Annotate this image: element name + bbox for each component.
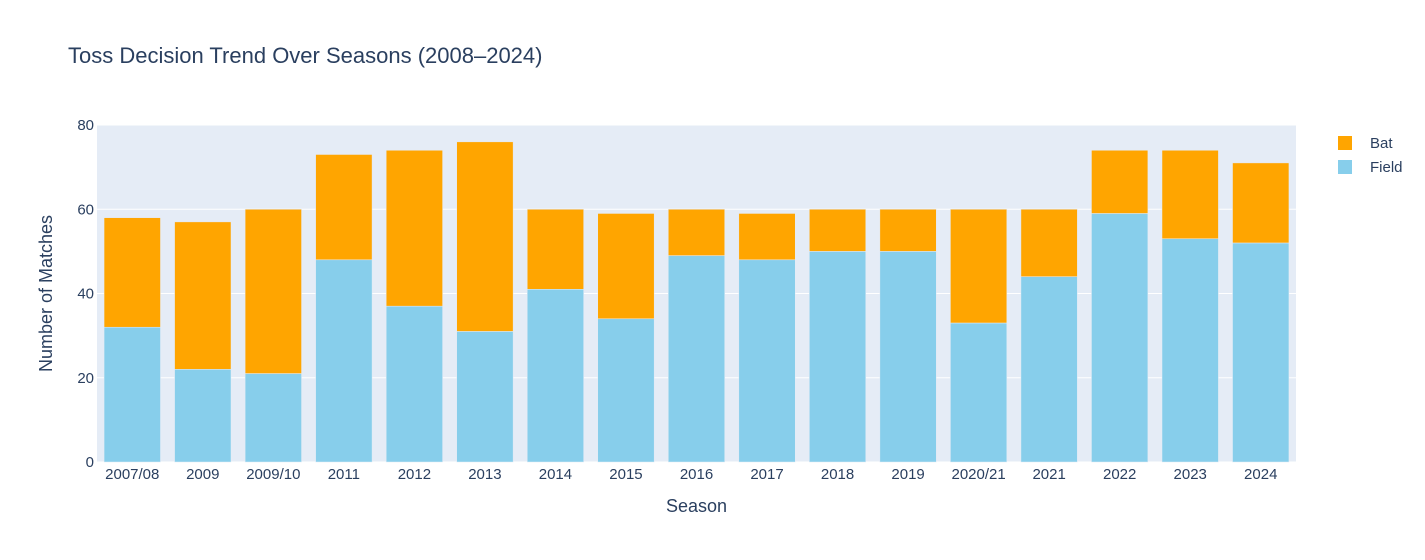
bar-bat-2009-10 bbox=[244, 209, 302, 374]
y-tick-label: 0 bbox=[86, 454, 94, 471]
x-tick-label: 2015 bbox=[609, 466, 642, 483]
bar-bat-2022 bbox=[1091, 150, 1149, 214]
y-tick-label: 40 bbox=[77, 286, 94, 303]
bar-bat-2017 bbox=[738, 213, 796, 261]
bar-bat-2012 bbox=[385, 150, 443, 307]
legend-label-field: Field bbox=[1370, 159, 1403, 176]
bar-bat-2007-08 bbox=[103, 217, 161, 328]
x-tick-label: 2012 bbox=[398, 466, 431, 483]
bar-field-2014 bbox=[526, 289, 584, 463]
x-tick-label: 2007/08 bbox=[105, 466, 159, 483]
bar-field-2023 bbox=[1161, 238, 1219, 463]
bar-field-2017 bbox=[738, 259, 796, 463]
bar-bat-2009 bbox=[174, 221, 232, 370]
legend-swatch-bat bbox=[1338, 136, 1352, 150]
bar-field-2020-21 bbox=[950, 322, 1008, 463]
chart-title: Toss Decision Trend Over Seasons (2008–2… bbox=[68, 43, 542, 68]
bar-field-2018 bbox=[809, 251, 867, 463]
x-tick-label: 2011 bbox=[328, 466, 360, 483]
bar-bat-2021 bbox=[1020, 209, 1078, 277]
bar-field-2009-10 bbox=[244, 373, 302, 463]
bar-bat-2011 bbox=[315, 154, 373, 261]
x-tick-label: 2021 bbox=[1032, 466, 1065, 483]
x-axis-title: Season bbox=[666, 496, 727, 516]
bar-bat-2014 bbox=[526, 209, 584, 290]
x-tick-label: 2013 bbox=[468, 466, 501, 483]
bars bbox=[103, 141, 1290, 463]
bar-field-2013 bbox=[456, 331, 514, 463]
x-axis-ticks: 2007/08 2009 2009/10 2011 2012 2013 2014 2015 20… bbox=[105, 466, 1277, 483]
bar-bat-2013 bbox=[456, 141, 514, 332]
x-tick-label: 2009/10 bbox=[246, 466, 300, 483]
x-tick-label: 2014 bbox=[539, 466, 572, 483]
bar-field-2016 bbox=[668, 255, 725, 463]
bar-field-2009 bbox=[174, 369, 232, 463]
x-tick-label: 2018 bbox=[821, 466, 854, 483]
y-axis-title: Number of Matches bbox=[36, 215, 56, 372]
x-tick-label: 2022 bbox=[1103, 466, 1136, 483]
x-tick-label: 2020/21 bbox=[952, 466, 1006, 483]
bar-bat-2023 bbox=[1161, 150, 1219, 239]
bar-bat-2016 bbox=[668, 209, 725, 256]
bar-field-2024 bbox=[1232, 242, 1290, 463]
bar-field-2015 bbox=[597, 318, 655, 463]
legend-label-bat: Bat bbox=[1370, 135, 1393, 152]
bar-field-2019 bbox=[879, 251, 937, 463]
legend-swatch-field bbox=[1338, 160, 1352, 174]
y-tick-label: 60 bbox=[77, 201, 94, 218]
x-tick-label: 2019 bbox=[891, 466, 924, 483]
bar-field-2011 bbox=[315, 259, 373, 463]
bar-bat-2015 bbox=[597, 213, 655, 320]
x-tick-label: 2009 bbox=[186, 466, 219, 483]
bar-field-2012 bbox=[385, 305, 443, 463]
legend: Bat Field bbox=[1338, 135, 1403, 176]
bar-field-2021 bbox=[1020, 276, 1078, 463]
x-tick-label: 2023 bbox=[1174, 466, 1207, 483]
bar-bat-2019 bbox=[879, 209, 937, 252]
y-tick-label: 80 bbox=[77, 117, 94, 134]
bar-bat-2018 bbox=[809, 209, 867, 252]
bar-bat-2020-21 bbox=[950, 209, 1008, 324]
bar-field-2007-08 bbox=[103, 326, 161, 463]
bar-bat-2024 bbox=[1232, 162, 1290, 244]
bar-field-2022 bbox=[1091, 213, 1149, 463]
y-tick-label: 20 bbox=[77, 370, 94, 387]
x-tick-label: 2017 bbox=[750, 466, 783, 483]
y-axis-ticks: 0 20 40 60 80 bbox=[77, 117, 94, 471]
x-tick-label: 2016 bbox=[680, 466, 713, 483]
x-tick-label: 2024 bbox=[1244, 466, 1277, 483]
